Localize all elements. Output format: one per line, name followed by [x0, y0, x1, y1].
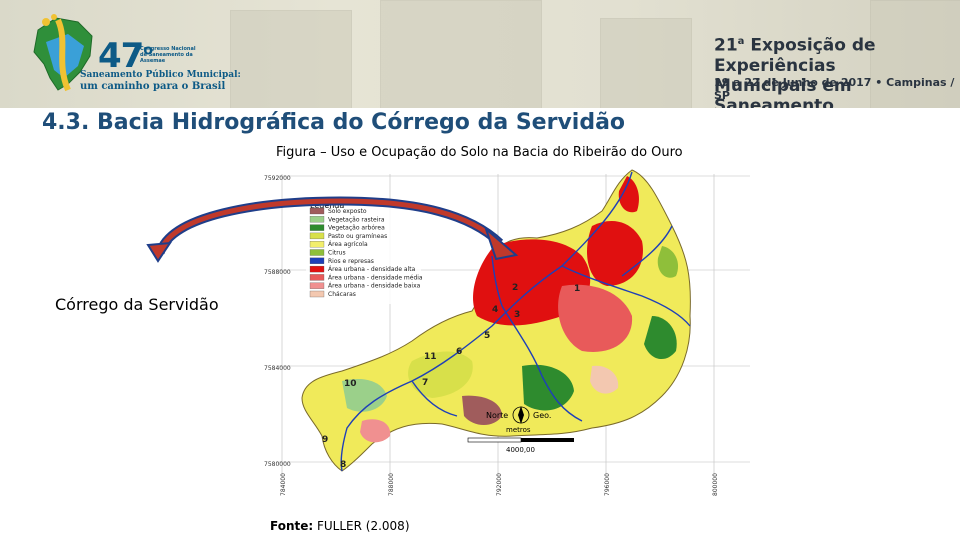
x-tick-label: 788000: [388, 473, 395, 496]
point-label-4: 4: [492, 305, 498, 315]
expo-title: 21a Exposição de Experiências Municipais…: [714, 35, 876, 108]
legend-label: Área agrícola: [328, 241, 368, 248]
scale-value: 4000,00: [506, 446, 535, 454]
header-banner: 47o Congresso Nacional de Saneamento da …: [0, 0, 960, 108]
point-label-1: 1: [574, 284, 580, 294]
legend-swatch: [309, 224, 325, 231]
slogan-line-1: Saneamento Público Municipal:: [80, 70, 241, 80]
legend-label: Vegetação rasteira: [328, 216, 385, 223]
source-credit: Fonte: FULLER (2.008): [270, 519, 410, 533]
legend-label: Citrus: [328, 250, 346, 257]
legend-swatch: [309, 232, 325, 240]
curved-arrow-icon: [146, 196, 519, 263]
page-title: 4.3. Bacia Hidrográfica do Córrego da Se…: [42, 110, 626, 135]
y-tick-label: 7584000: [264, 365, 291, 372]
point-label-10: 10: [344, 379, 357, 389]
north-label: Norte: [486, 411, 508, 420]
x-tick-label: 792000: [496, 473, 503, 496]
legend-swatch: [309, 207, 325, 215]
legend-swatch: [309, 274, 325, 281]
slogan-line-2: um caminho para o Brasil: [80, 81, 226, 92]
legend-swatch: [309, 216, 325, 223]
legend-swatch: [309, 241, 325, 248]
x-tick-label: 800000: [712, 473, 719, 496]
expo-date: 19 a 22 de Junho de 2017 • Campinas / SP: [714, 76, 955, 102]
north-arrow: Norte Geo. metros: [486, 406, 551, 434]
legend-label: Solo exposto: [328, 208, 367, 215]
background-building: [230, 10, 352, 108]
y-axis-ticks: 7592000 7588000 7584000 7580000: [264, 175, 291, 468]
point-label-3: 3: [514, 310, 520, 320]
basin-area: [301, 169, 691, 472]
x-tick-label: 784000: [280, 473, 287, 496]
scale-bar: 4000,00: [467, 437, 574, 454]
brazil-map-logo-icon: [33, 14, 93, 92]
legend-label: Área urbana - densidade alta: [328, 266, 416, 273]
point-label-7: 7: [422, 378, 428, 388]
legend-swatch: [309, 257, 325, 264]
legend-swatch: [309, 290, 325, 298]
legend-label: Chácaras: [328, 291, 356, 298]
legend-label: Área urbana - densidade baixa: [328, 283, 421, 290]
legend-swatch: [309, 249, 325, 256]
legend-swatch: [309, 265, 325, 273]
point-label-6: 6: [456, 347, 462, 357]
background-building: [600, 18, 692, 108]
scale-unit: metros: [506, 426, 531, 434]
legend-label: Pasto ou gramíneas: [328, 233, 387, 240]
river-network: [340, 171, 691, 472]
legend-swatch: [309, 282, 325, 289]
point-label-5: 5: [484, 331, 490, 341]
figure-caption: Figura – Uso e Ocupação do Solo na Bacia…: [276, 145, 683, 160]
point-label-9: 9: [322, 435, 328, 445]
numbered-points: 1 2 3 4 5 6 7 8 9 10 11: [322, 283, 580, 470]
legend-label: Área urbana - densidade média: [328, 274, 423, 281]
callout-label: Córrego da Servidão: [55, 295, 219, 314]
y-tick-label: 7580000: [264, 461, 291, 468]
x-axis-ticks: 784000 788000 792000 796000 800000: [280, 473, 719, 496]
congress-text: Congresso Nacional de Saneamento da Asse…: [140, 46, 196, 64]
point-label-8: 8: [340, 460, 346, 470]
point-label-2: 2: [512, 283, 518, 293]
legend-label: Vegetação arbórea: [328, 225, 385, 232]
source-value: FULLER (2.008): [313, 519, 410, 533]
legend-label: Rios e represas: [328, 258, 374, 265]
y-tick-label: 7592000: [264, 175, 291, 182]
y-tick-label: 7588000: [264, 269, 291, 276]
point-label-11: 11: [424, 352, 437, 362]
event-number: 47o: [98, 36, 153, 76]
x-tick-label: 796000: [604, 473, 611, 496]
source-label: Fonte:: [270, 519, 314, 533]
geo-label: Geo.: [533, 411, 551, 420]
background-building: [380, 0, 542, 108]
background-building: [870, 0, 960, 108]
